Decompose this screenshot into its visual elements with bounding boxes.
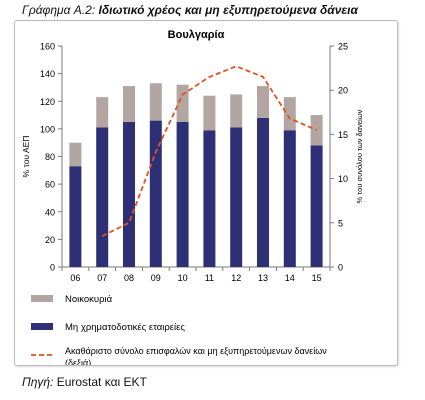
x-tick-label: 11 xyxy=(205,273,214,283)
bar-segment xyxy=(123,121,135,267)
bar-segment xyxy=(230,94,243,128)
right-tick-label: 15 xyxy=(338,130,348,140)
x-tick-label: 06 xyxy=(70,273,80,283)
figure-heading: Ιδιωτικό χρέος και μη εξυπηρετούμενα δάν… xyxy=(98,3,358,17)
bar-segment xyxy=(69,142,82,167)
bar-segment xyxy=(96,127,109,268)
bar-segment xyxy=(69,166,82,267)
bar-segment xyxy=(203,130,216,267)
right-tick-label: 25 xyxy=(338,42,348,52)
chart-title: Βουλγαρία xyxy=(168,29,225,41)
bar-segment xyxy=(257,117,269,267)
bar-segment xyxy=(257,86,269,118)
figure-label: Γράφημα A.2: xyxy=(22,3,96,17)
left-tick-label: 140 xyxy=(40,69,55,79)
bar-segment xyxy=(283,97,296,131)
bar-segment xyxy=(310,115,323,146)
bar-segment xyxy=(203,95,216,131)
x-tick-label: 13 xyxy=(258,273,268,283)
left-tick-label: 100 xyxy=(40,124,55,134)
source-note: Πηγή: Eurostat και ΕΚΤ xyxy=(22,375,147,389)
x-tick-label: 09 xyxy=(151,273,161,283)
right-tick-label: 0 xyxy=(338,263,343,273)
left-tick-label: 80 xyxy=(45,152,55,162)
right-tick-label: 10 xyxy=(338,174,348,184)
right-tick-label: 20 xyxy=(338,86,348,96)
npl-line xyxy=(101,65,317,237)
bar-segment xyxy=(176,84,189,122)
y-axis-label-right: % του συνόλου των δανείων xyxy=(355,109,364,203)
left-tick-label: 40 xyxy=(45,207,55,217)
chart: Βουλγαρία 0 20 40 60 80 100 120 140 160 0 5 10 15 20 25… xyxy=(21,29,364,365)
bar-segment xyxy=(283,130,296,267)
legend-label: Νοικοκυριά xyxy=(65,294,113,305)
chart-frame: Βουλγαρία 0 20 40 60 80 100 120 140 160 0 5 10 15 20 25… xyxy=(14,20,398,366)
x-tick-label: 10 xyxy=(178,273,188,283)
bar-segment xyxy=(176,121,189,267)
legend-label: Ακαθάριστο σύνολο επισφαλών και μη εξυπη… xyxy=(65,346,327,356)
legend-swatch xyxy=(31,323,53,330)
left-tick-label: 60 xyxy=(45,180,55,190)
legend-label: Μη χρηματοδοτικές εταιρείες xyxy=(65,322,185,333)
source-prefix: Πηγή: xyxy=(22,375,54,389)
x-tick-label: 14 xyxy=(285,273,295,283)
bar-segment xyxy=(310,145,323,267)
bar-segment xyxy=(96,97,109,128)
x-tick-label: 15 xyxy=(312,273,322,283)
legend-label-suffix: (δεξιά) xyxy=(65,358,91,365)
source-orgs: Eurostat και ΕΚΤ xyxy=(56,375,147,389)
legend-swatch xyxy=(31,295,53,302)
x-tick-label: 12 xyxy=(231,273,241,283)
y-axis-label-left: % του ΑΕΠ xyxy=(21,136,31,178)
bar-segment xyxy=(230,127,243,268)
left-tick-label: 20 xyxy=(45,235,55,245)
bar-segment xyxy=(149,83,162,121)
x-tick-label: 08 xyxy=(124,273,134,283)
x-tick-label: 07 xyxy=(97,273,107,283)
left-tick-label: 120 xyxy=(40,97,55,107)
figure-title: Γράφημα A.2: Ιδιωτικό χρέος και μη εξυπη… xyxy=(22,3,358,17)
bar-segment xyxy=(123,86,135,122)
bar-segment xyxy=(149,120,162,268)
left-tick-label: 160 xyxy=(40,42,55,52)
left-tick-label: 0 xyxy=(50,263,55,273)
right-tick-label: 5 xyxy=(338,218,343,228)
